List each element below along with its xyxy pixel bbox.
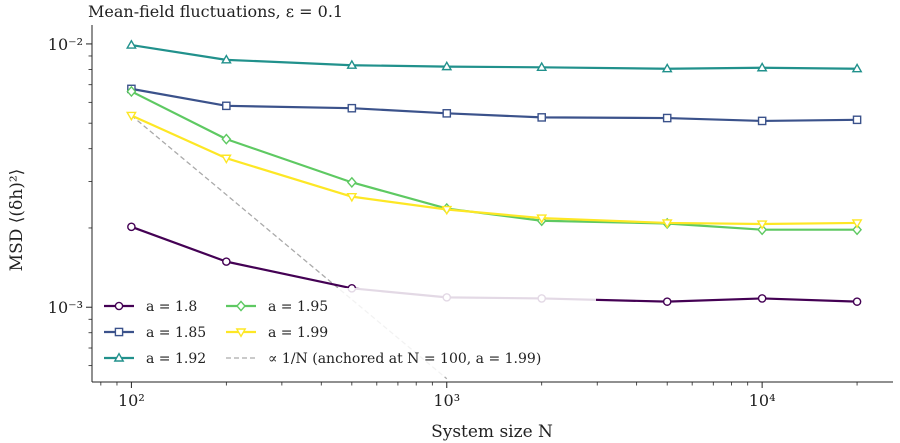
- data-point: [852, 297, 862, 306]
- legend-label: ∝ 1/N (anchored at N = 100, a = 1.99): [268, 351, 541, 367]
- data-point: [756, 220, 768, 230]
- x-tick-label: 10²: [118, 391, 145, 410]
- data-point: [536, 214, 548, 224]
- data-point: [221, 133, 232, 145]
- data-point: [851, 63, 863, 73]
- legend-marker: [235, 328, 247, 338]
- series-line: [131, 87, 858, 123]
- data-point: [346, 176, 357, 189]
- data-point: [536, 61, 548, 72]
- data-point: [661, 219, 673, 229]
- legend-item: a = 1.8: [104, 299, 197, 315]
- legend-item: ∝ 1/N (anchored at N = 100, a = 1.99): [226, 351, 541, 367]
- data-point: [442, 109, 452, 118]
- legend-item: a = 1.95: [226, 299, 328, 315]
- data-point: [851, 219, 863, 229]
- y-tick-label: 10⁻²: [48, 35, 83, 54]
- legend-marker: [236, 300, 246, 312]
- series-4: [125, 111, 863, 230]
- series-1: [127, 84, 862, 126]
- legend-label: a = 1.85: [146, 325, 206, 341]
- legend: a = 1.8 a = 1.85 a = 1.92 a = 1.95 a = 1.99 ∝…: [96, 288, 596, 376]
- data-point: [346, 192, 358, 203]
- data-point: [222, 101, 231, 111]
- data-point: [662, 113, 672, 123]
- legend-marker: [114, 301, 124, 311]
- data-point: [441, 205, 453, 216]
- y-tick-label: 10⁻³: [48, 298, 83, 317]
- reference-line: [130, 114, 448, 380]
- data-point: [126, 85, 137, 98]
- legend-item: a = 1.85: [104, 325, 206, 341]
- legend-marker: [113, 352, 125, 362]
- data-point: [757, 294, 767, 303]
- chart-title: Mean-field fluctuations, ε = 0.1: [88, 2, 343, 21]
- legend-marker: [114, 327, 124, 337]
- plot-area: 10² 10³ 10⁴ 10⁻³ 10⁻²: [48, 25, 893, 410]
- x-tick-label: 10³: [433, 391, 460, 410]
- data-point: [220, 54, 232, 64]
- series-line: [130, 114, 858, 226]
- data-point: [222, 257, 231, 266]
- data-point: [220, 154, 232, 164]
- series-2: [125, 39, 863, 73]
- data-point: [346, 59, 358, 69]
- legend-label: a = 1.95: [268, 299, 328, 315]
- x-tick-label: 10⁴: [749, 391, 776, 410]
- legend-item: a = 1.92: [104, 351, 206, 367]
- legend-label: a = 1.8: [146, 299, 197, 315]
- series-line: [131, 43, 858, 70]
- data-point: [347, 103, 357, 113]
- data-point: [441, 60, 453, 71]
- data-point: [661, 63, 673, 73]
- data-point: [127, 222, 136, 232]
- y-axis-label: MSD ⟨(δh)²⟩: [7, 169, 27, 272]
- legend-label: a = 1.99: [268, 325, 328, 341]
- data-point: [852, 115, 862, 125]
- series-line: [130, 90, 858, 231]
- data-point: [852, 224, 862, 236]
- data-point: [537, 113, 547, 122]
- legend-item: a = 1.99: [226, 325, 328, 341]
- data-point: [125, 111, 137, 122]
- data-point: [125, 39, 137, 49]
- x-axis-label: System size N: [431, 422, 553, 442]
- data-point: [757, 116, 767, 126]
- legend-background: [96, 288, 596, 376]
- legend-label: a = 1.92: [146, 351, 206, 367]
- data-point: [756, 62, 768, 72]
- data-point: [662, 297, 672, 306]
